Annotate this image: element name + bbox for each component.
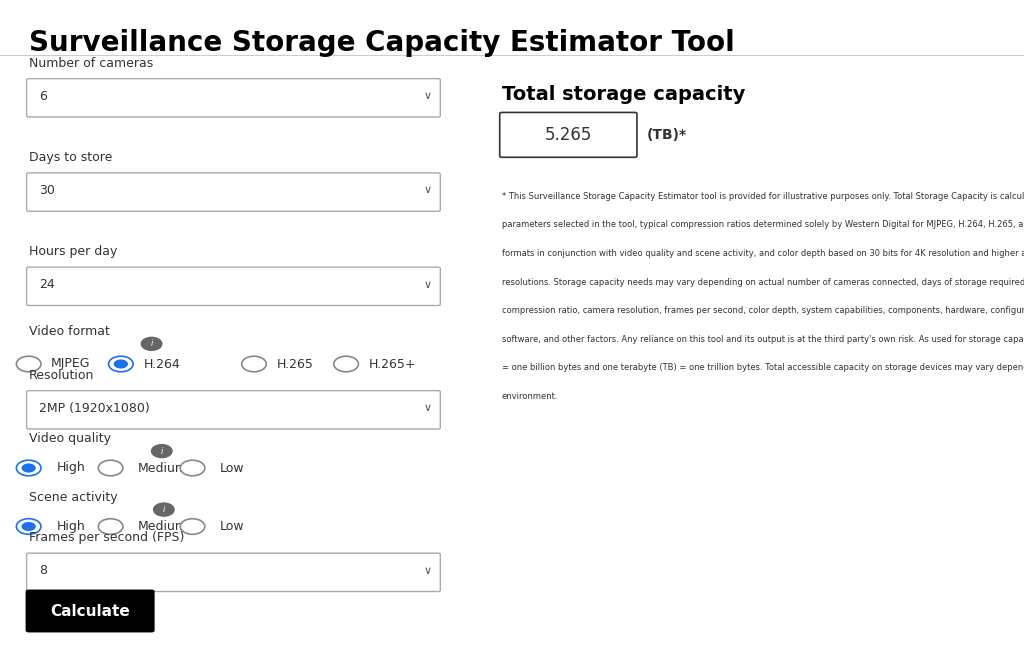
Text: ∨: ∨ xyxy=(424,91,432,101)
Circle shape xyxy=(16,519,41,534)
Text: i: i xyxy=(161,447,163,456)
Circle shape xyxy=(141,337,162,350)
Circle shape xyxy=(16,460,41,476)
Circle shape xyxy=(242,356,266,372)
Text: ∨: ∨ xyxy=(424,403,432,413)
Text: compression ratio, camera resolution, frames per second, color depth, system cap: compression ratio, camera resolution, fr… xyxy=(502,306,1024,315)
Text: * This Surveillance Storage Capacity Estimator tool is provided for illustrative: * This Surveillance Storage Capacity Est… xyxy=(502,192,1024,201)
Circle shape xyxy=(22,463,36,473)
Circle shape xyxy=(152,445,172,458)
Text: resolutions. Storage capacity needs may vary depending on actual number of camer: resolutions. Storage capacity needs may … xyxy=(502,278,1024,287)
Text: 2MP (1920x1080): 2MP (1920x1080) xyxy=(39,402,150,415)
Text: 30: 30 xyxy=(39,184,55,197)
Text: Low: Low xyxy=(220,462,245,474)
Text: H.264: H.264 xyxy=(143,358,180,370)
Text: Frames per second (FPS): Frames per second (FPS) xyxy=(29,531,184,544)
Text: Days to store: Days to store xyxy=(29,151,112,164)
Text: parameters selected in the tool, typical compression ratios determined solely by: parameters selected in the tool, typical… xyxy=(502,220,1024,229)
FancyBboxPatch shape xyxy=(27,173,440,211)
FancyBboxPatch shape xyxy=(500,112,637,157)
Text: High: High xyxy=(56,462,85,474)
FancyBboxPatch shape xyxy=(27,267,440,306)
Text: Calculate: Calculate xyxy=(50,603,130,619)
Text: H.265: H.265 xyxy=(276,358,313,370)
Circle shape xyxy=(114,359,128,369)
Text: Hours per day: Hours per day xyxy=(29,245,117,258)
Text: 6: 6 xyxy=(39,90,47,103)
Text: Low: Low xyxy=(220,520,245,533)
Text: Surveillance Storage Capacity Estimator Tool: Surveillance Storage Capacity Estimator … xyxy=(29,29,734,57)
Text: Video format: Video format xyxy=(29,325,110,338)
Text: ∨: ∨ xyxy=(424,566,432,576)
Text: 5.265: 5.265 xyxy=(545,125,592,144)
FancyBboxPatch shape xyxy=(26,590,155,632)
Text: = one billion bytes and one terabyte (TB) = one trillion bytes. Total accessible: = one billion bytes and one terabyte (TB… xyxy=(502,363,1024,372)
Circle shape xyxy=(16,356,41,372)
Circle shape xyxy=(334,356,358,372)
Text: i: i xyxy=(151,339,153,348)
Text: MJPEG: MJPEG xyxy=(51,358,91,370)
Text: environment.: environment. xyxy=(502,392,558,401)
Text: ∨: ∨ xyxy=(424,185,432,196)
Text: formats in conjunction with video quality and scene activity, and color depth ba: formats in conjunction with video qualit… xyxy=(502,249,1024,258)
Circle shape xyxy=(180,460,205,476)
Circle shape xyxy=(22,522,36,531)
FancyBboxPatch shape xyxy=(27,391,440,429)
Circle shape xyxy=(98,519,123,534)
Text: High: High xyxy=(56,520,85,533)
Text: Number of cameras: Number of cameras xyxy=(29,57,153,70)
Circle shape xyxy=(154,503,174,516)
Text: 24: 24 xyxy=(39,278,54,291)
FancyBboxPatch shape xyxy=(27,79,440,117)
Text: H.265+: H.265+ xyxy=(369,358,416,370)
Text: software, and other factors. Any reliance on this tool and its output is at the : software, and other factors. Any relianc… xyxy=(502,335,1024,344)
Circle shape xyxy=(98,460,123,476)
Text: ∨: ∨ xyxy=(424,280,432,290)
Text: Resolution: Resolution xyxy=(29,369,94,382)
Text: Medium: Medium xyxy=(138,462,188,474)
Text: Video quality: Video quality xyxy=(29,432,111,445)
Text: (TB)*: (TB)* xyxy=(647,127,687,142)
Text: Medium: Medium xyxy=(138,520,188,533)
Circle shape xyxy=(180,519,205,534)
Text: Total storage capacity: Total storage capacity xyxy=(502,84,745,103)
Text: 8: 8 xyxy=(39,564,47,577)
Circle shape xyxy=(109,356,133,372)
FancyBboxPatch shape xyxy=(27,553,440,592)
Text: i: i xyxy=(163,505,165,514)
Text: Scene activity: Scene activity xyxy=(29,491,118,504)
